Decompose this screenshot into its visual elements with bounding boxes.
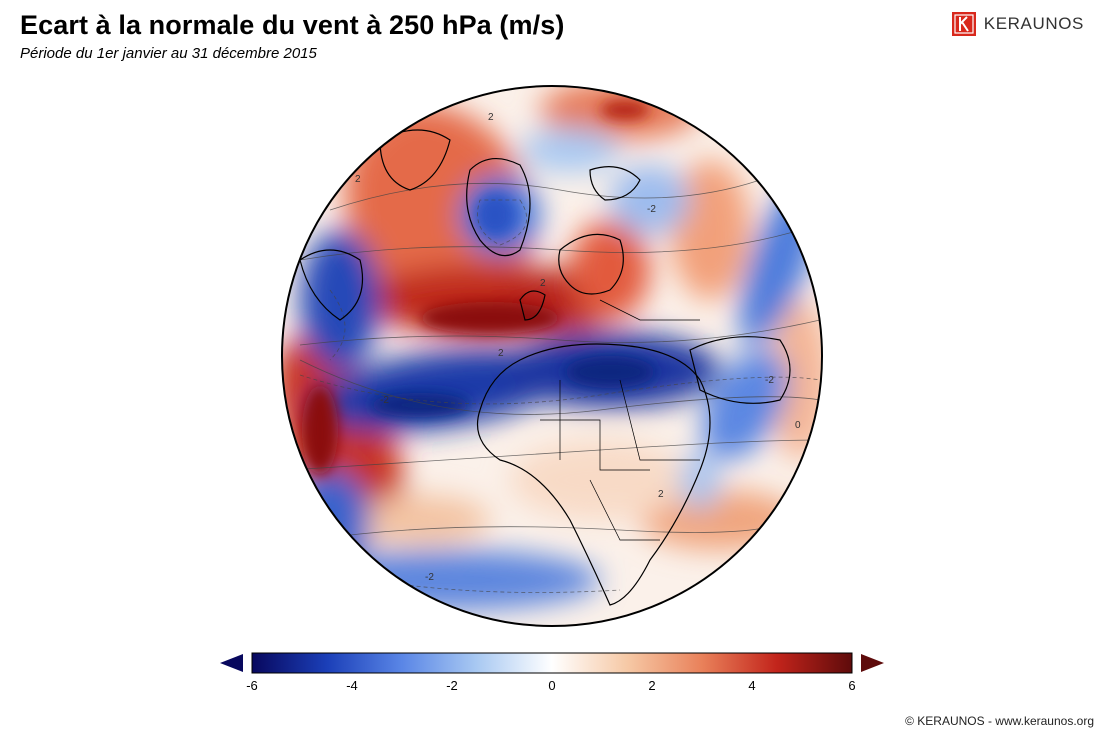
contour-labels: 2 2 2 -2 -2 -2 0 2 -2 2 [355,112,801,583]
colorbar-tick-label: 4 [748,678,756,693]
contour-lines [289,179,821,541]
svg-text:-2: -2 [425,572,434,583]
globe-outline [281,85,823,627]
period-subtitle: Période du 1er janvier au 31 décembre 20… [20,45,317,62]
colorbar-extend-high [861,654,884,672]
colorbar-tick-label: -2 [446,678,458,693]
colorbar-tick-label: 6 [848,678,856,693]
svg-text:2: 2 [355,174,361,185]
svg-text:2: 2 [498,348,504,359]
colorbar-tick-label: 2 [648,678,656,693]
svg-text:2: 2 [658,489,664,500]
colorbar-gradient [251,652,853,674]
brand[interactable]: KERAUNOS [951,12,1084,36]
country-borders [540,299,700,541]
svg-text:-2: -2 [765,375,774,386]
colorbar-tick-label: -4 [346,678,358,693]
brand-name: KERAUNOS [983,14,1084,33]
colorbar-svg [220,652,884,674]
svg-text:-2: -2 [647,204,656,215]
colorbar-extend-low [220,654,243,672]
anomaly-field [282,86,822,610]
svg-text:2: 2 [540,278,546,289]
colorbar: -6 -4 -2 0 2 4 6 [218,648,888,698]
copyright-footer: © KERAUNOS - www.keraunos.org [905,714,1094,728]
svg-text:2: 2 [488,112,494,123]
colorbar-tick-label: -6 [246,678,258,693]
colorbar-tick-label: 0 [548,678,556,693]
page-title: Ecart à la normale du vent à 250 hPa (m/… [20,10,565,40]
svg-text:0: 0 [795,420,801,431]
anomaly-cores [302,100,655,475]
keraunos-logo-icon [951,12,976,36]
coastlines [299,129,791,606]
svg-text:-2: -2 [380,395,389,406]
